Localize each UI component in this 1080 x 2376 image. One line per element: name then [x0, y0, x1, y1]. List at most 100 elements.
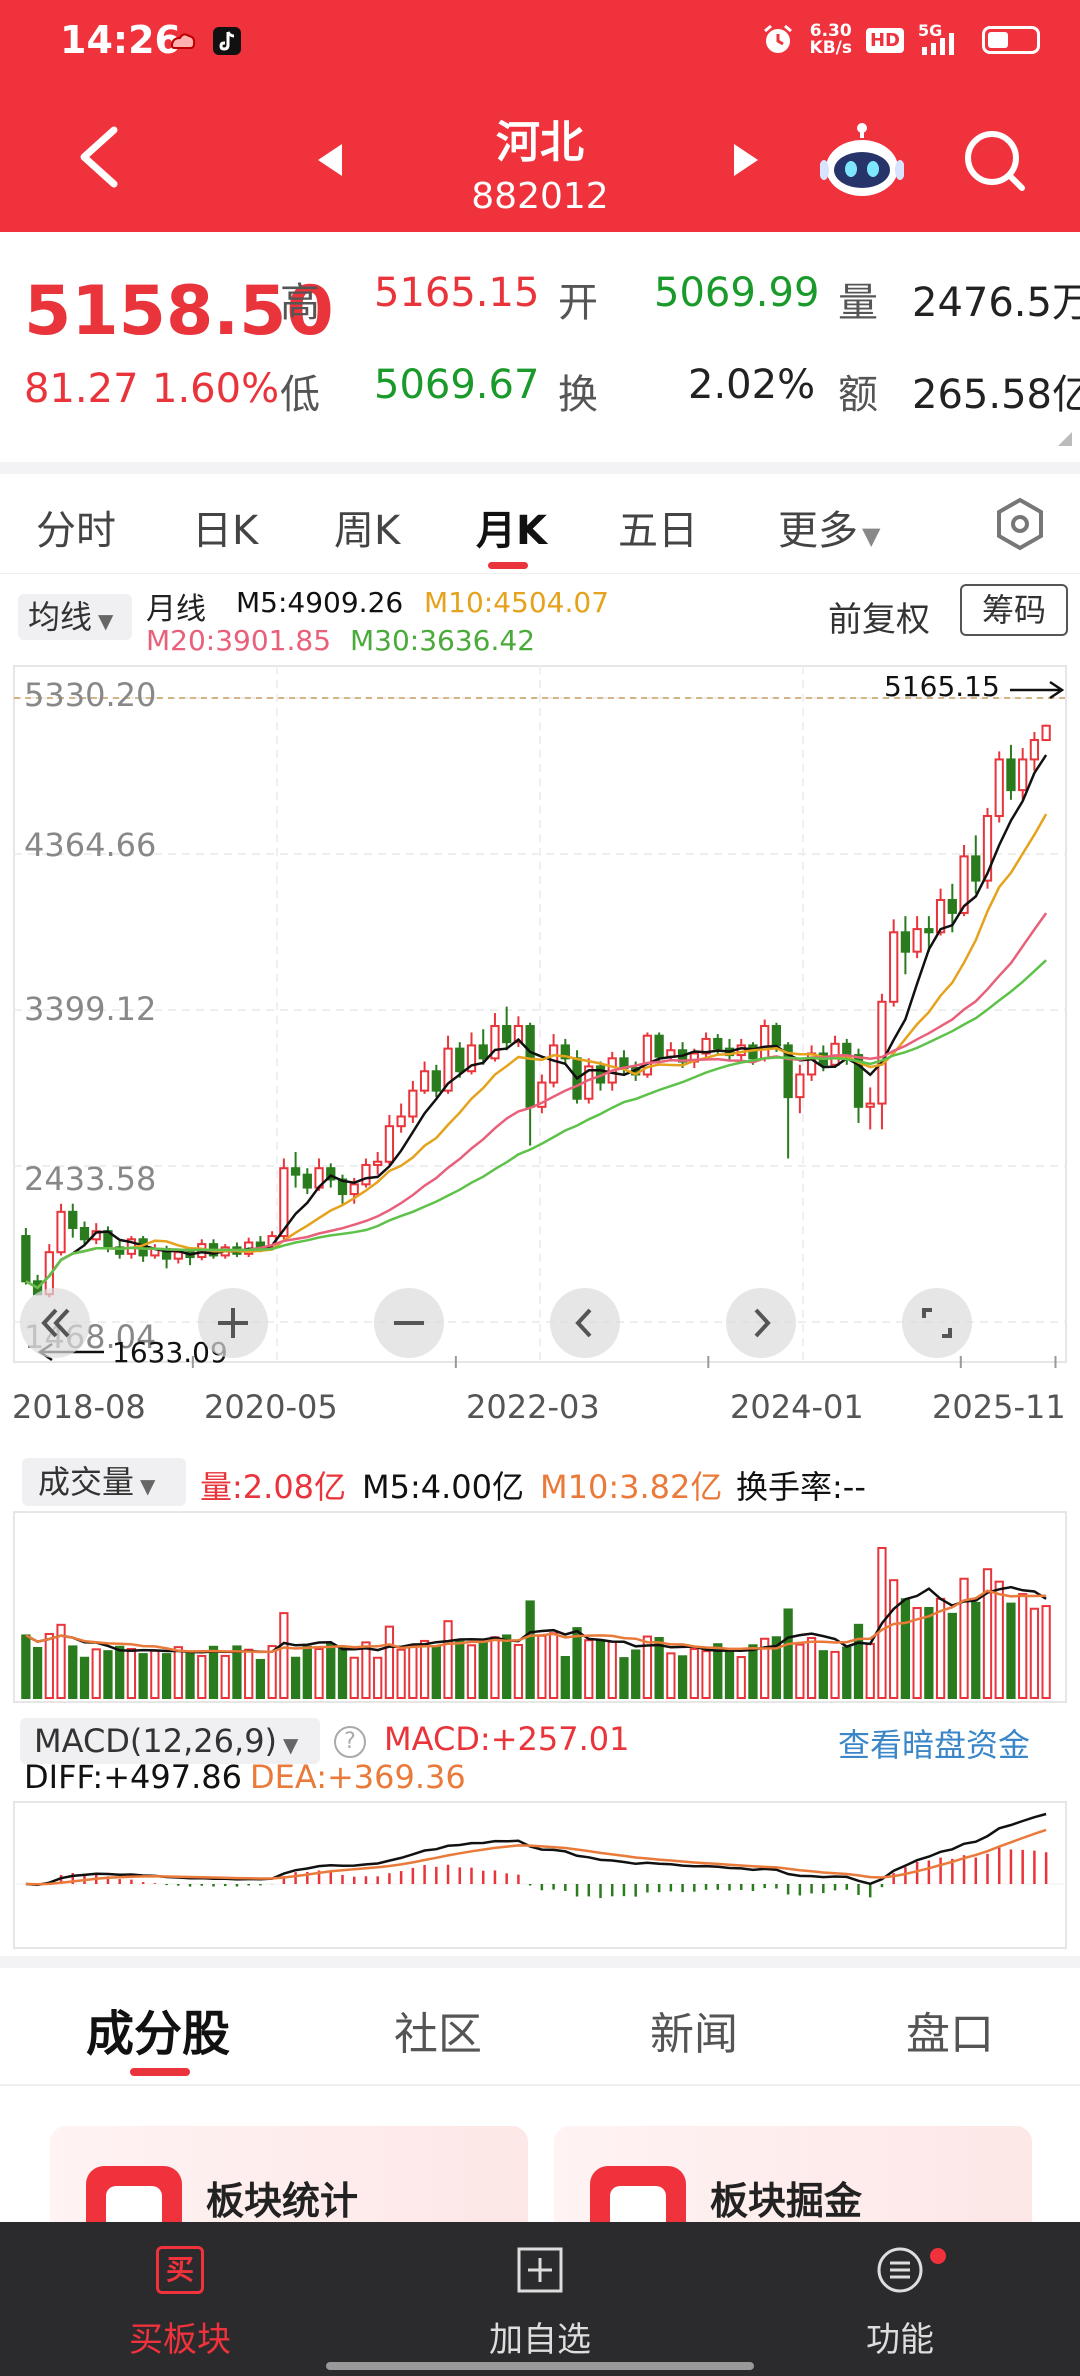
settings-hexagon-icon[interactable]: [992, 496, 1048, 552]
card-sector-stats-title: 板块统计: [206, 2179, 359, 2223]
y-tick-3: 3399.12: [24, 990, 157, 1028]
volume-bar: [466, 1644, 477, 1700]
volume-bar: [79, 1656, 90, 1700]
volume-bar: [290, 1656, 301, 1700]
volume-chart[interactable]: [0, 1510, 1080, 1706]
candle-up: [1029, 739, 1040, 761]
help-icon[interactable]: ?: [334, 1726, 366, 1758]
x-tick-3: 2022-03: [466, 1388, 600, 1426]
menu-circle-icon: [877, 2247, 923, 2293]
high-label: 高: [280, 280, 320, 326]
volume-bar: [314, 1647, 324, 1700]
fullscreen-button[interactable]: [902, 1288, 972, 1358]
candle-up: [935, 898, 946, 934]
volume-bar: [584, 1639, 594, 1700]
functions-button[interactable]: 功能: [800, 2222, 1000, 2376]
zoom-out-button[interactable]: [374, 1288, 444, 1358]
volume-m10: M10:3.82亿: [540, 1468, 723, 1506]
divider: [0, 462, 1080, 474]
volume-bar: [396, 1648, 406, 1700]
section-tabs: 成分股 社区 新闻 盘口: [0, 1968, 1080, 2086]
tab-five-day[interactable]: 五日: [618, 508, 698, 554]
back-button[interactable]: [70, 122, 130, 192]
volume-bar: [185, 1652, 195, 1699]
volume-bar: [197, 1654, 207, 1700]
tab-weekly[interactable]: 周K: [334, 508, 401, 554]
volume-bar: [244, 1648, 254, 1700]
candle-down: [1006, 758, 1016, 792]
candle-up: [994, 758, 1004, 817]
ma10-line: [25, 813, 1048, 1290]
volume-bar: [771, 1636, 782, 1700]
volume-bar: [689, 1647, 699, 1700]
tab-daily[interactable]: 日K: [192, 508, 259, 554]
candle-up: [642, 1034, 653, 1076]
tab-monthly[interactable]: 月K: [476, 508, 547, 554]
adjust-mode[interactable]: 前复权: [828, 600, 930, 640]
tab-constituents[interactable]: 成分股: [86, 2006, 231, 2062]
volume-bar: [115, 1645, 125, 1699]
candle-down: [783, 1044, 793, 1099]
prev-sector-button[interactable]: [318, 144, 342, 176]
dark-pool-link[interactable]: 查看暗盘资金: [838, 1726, 1031, 1764]
volume-bar: [337, 1647, 348, 1699]
volume-bar: [232, 1645, 242, 1699]
search-button[interactable]: [960, 126, 1030, 196]
sector-code: 882012: [471, 176, 609, 217]
tab-news[interactable]: 新闻: [650, 2009, 738, 2060]
expand-corner-icon[interactable]: [1058, 432, 1072, 446]
add-watchlist-button[interactable]: 加自选: [440, 2222, 640, 2376]
volume-bar: [830, 1650, 840, 1699]
volume-bar: [56, 1623, 66, 1699]
robot-assistant-icon[interactable]: [820, 122, 904, 202]
tab-order-book[interactable]: 盘口: [906, 2009, 994, 2060]
volume-bar: [279, 1612, 289, 1699]
macd-value: MACD:+257.01: [384, 1720, 630, 1758]
candle-down: [853, 1054, 864, 1108]
volume-bar: [560, 1656, 570, 1699]
candle-up: [982, 814, 993, 882]
candle-down: [525, 1025, 535, 1108]
low-value: 5069.67: [374, 362, 540, 408]
volume-bar: [783, 1608, 793, 1699]
candle-up: [865, 1102, 875, 1108]
zoom-in-button[interactable]: [198, 1288, 268, 1358]
scroll-right-button[interactable]: [726, 1288, 796, 1358]
scroll-left-fast-button[interactable]: [20, 1288, 90, 1358]
status-time: 14:26: [60, 18, 181, 62]
volume-bar: [419, 1639, 430, 1700]
volume-bar: [68, 1645, 78, 1699]
candle-down: [115, 1246, 125, 1255]
candle-down: [713, 1037, 723, 1050]
volume-bar: [138, 1653, 148, 1700]
macd-indicator-selector[interactable]: MACD(12,26,9) ▼: [20, 1718, 320, 1764]
x-tick-4: 2024-01: [730, 1388, 864, 1426]
volume-bar: [408, 1645, 418, 1699]
volume-m10-line: [25, 1589, 1047, 1654]
candle-down: [431, 1070, 441, 1092]
next-sector-button[interactable]: [734, 144, 758, 176]
tab-community[interactable]: 社区: [394, 2009, 482, 2060]
candle-down: [326, 1167, 336, 1181]
volume-bar: [842, 1646, 852, 1699]
candle-up: [419, 1070, 430, 1092]
kline-chart[interactable]: [0, 662, 1080, 1378]
tab-more[interactable]: 更多 ▼: [778, 508, 881, 554]
volume-bar: [935, 1597, 946, 1699]
chip-distribution-button[interactable]: 筹码: [960, 584, 1068, 636]
scroll-left-button[interactable]: [550, 1288, 620, 1358]
tiktok-icon: [213, 27, 241, 55]
candle-down: [502, 1025, 512, 1044]
candle-down: [947, 898, 957, 914]
buy-sector-button[interactable]: 买 买板块: [80, 2222, 280, 2376]
battery-icon: [982, 26, 1040, 54]
volume-indicator-selector[interactable]: 成交量 ▼: [22, 1458, 186, 1506]
feature-cards: 板块统计 板块掘金: [0, 2088, 1080, 2262]
dea-line: [25, 1828, 1047, 1886]
indicator-selector[interactable]: 均线 ▼: [18, 594, 132, 640]
tab-intraday[interactable]: 分时: [36, 508, 116, 554]
macd-chart[interactable]: [0, 1800, 1080, 1950]
candle-up: [537, 1081, 547, 1108]
volume-bar: [795, 1643, 805, 1700]
volume-bar: [173, 1646, 183, 1700]
